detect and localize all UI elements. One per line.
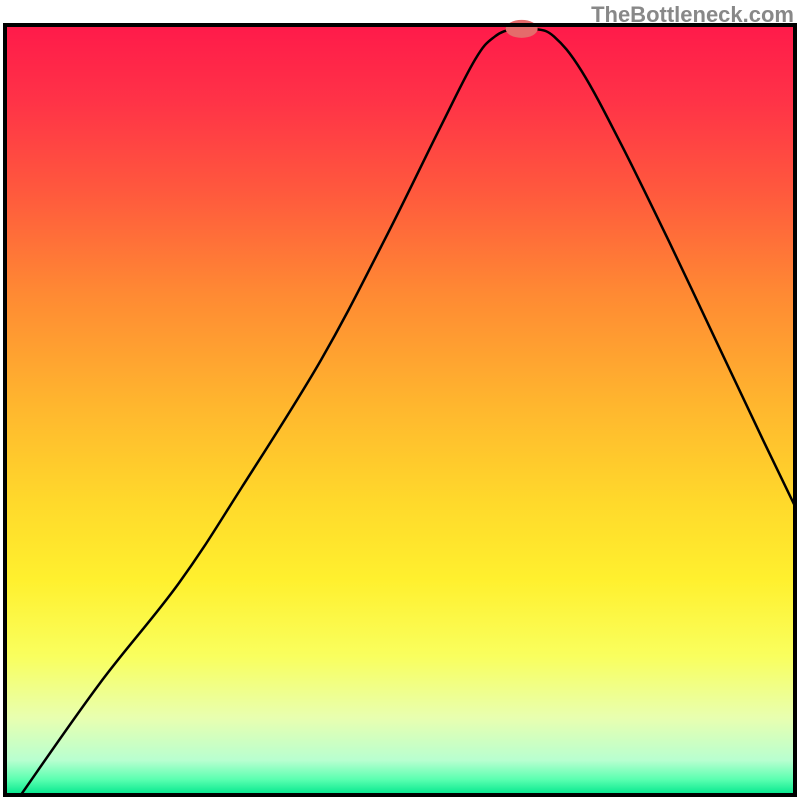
chart-svg	[0, 0, 800, 800]
optimum-marker	[506, 20, 538, 38]
watermark-text: TheBottleneck.com	[591, 2, 794, 28]
plot-background	[5, 25, 795, 795]
bottleneck-chart: TheBottleneck.com	[0, 0, 800, 800]
